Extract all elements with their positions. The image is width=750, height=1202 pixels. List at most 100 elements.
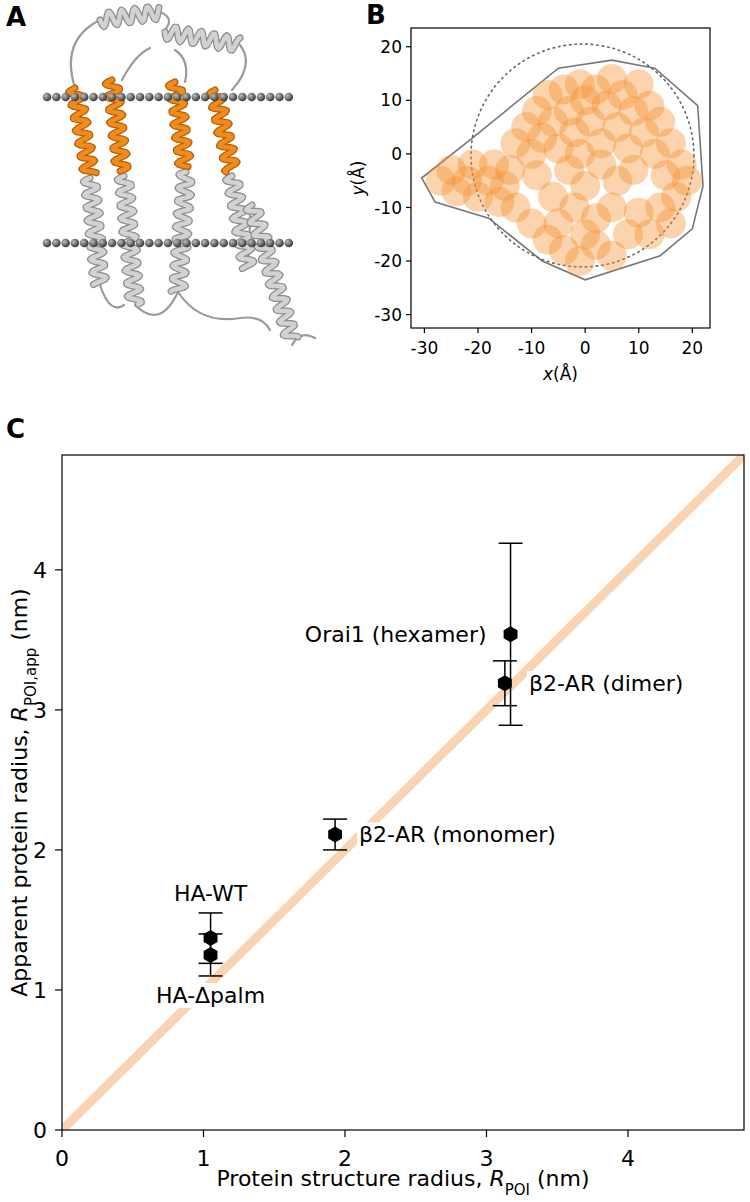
membrane-bead (238, 239, 247, 248)
y-tick-label: 4 (33, 558, 47, 583)
error-bar-cap (493, 660, 517, 662)
label-background (172, 881, 250, 906)
membrane-bead (80, 93, 89, 102)
x-tick (627, 1130, 628, 1137)
membrane-bead (52, 93, 61, 102)
y-tick-label: 0 (391, 144, 402, 164)
panel-label: A (6, 2, 26, 32)
error-bar-cap (199, 975, 223, 977)
membrane-bead (192, 93, 201, 102)
loop (100, 285, 124, 308)
helix-outline (165, 27, 240, 50)
membrane-bead (210, 239, 219, 248)
membrane-bead (257, 239, 266, 248)
error-bar (199, 913, 223, 963)
membrane-bead (136, 93, 145, 102)
atom-point (618, 155, 648, 185)
membrane-bead (117, 239, 126, 248)
membrane-bead (145, 239, 154, 248)
membrane-bead (173, 93, 182, 102)
membrane-bead (201, 93, 210, 102)
data-point (204, 930, 218, 946)
y-tick-label: 10 (380, 90, 402, 110)
membrane-bead (257, 93, 266, 102)
membrane-bead (99, 93, 108, 102)
x-tick-label: -20 (464, 338, 492, 358)
radius-circle (471, 44, 694, 267)
panel-label: C (6, 414, 25, 444)
error-bar-cap (323, 818, 347, 820)
axis-title-part: Protein structure radius, (216, 1166, 489, 1191)
y-tick-label: -10 (374, 198, 402, 218)
y-tick (406, 153, 411, 154)
membrane-bead (71, 93, 80, 102)
label-background (527, 671, 686, 696)
error-bar-cap (499, 542, 523, 544)
protein-structure (43, 7, 315, 345)
x-tick (203, 1130, 204, 1137)
y-tick (55, 709, 62, 710)
loop (175, 50, 186, 82)
y-tick (55, 569, 62, 570)
membrane-bead (71, 239, 80, 248)
helix-outline (168, 82, 190, 167)
helix (165, 27, 240, 50)
membrane-bead (164, 93, 173, 102)
loop (71, 20, 100, 88)
x-tick (486, 1130, 487, 1137)
error-bar-cap (493, 705, 517, 707)
helix (83, 178, 106, 285)
helix-outline (171, 172, 192, 291)
y-tick (55, 849, 62, 850)
membrane-bead (108, 239, 117, 248)
helix (168, 82, 190, 167)
membrane-bead (108, 93, 117, 102)
membrane-bead (275, 93, 284, 102)
data-point (204, 947, 218, 963)
error-bar-cap (199, 912, 223, 914)
reference-line (62, 455, 744, 1130)
y-tick (55, 989, 62, 990)
membrane-bead (201, 239, 210, 248)
atom-point (570, 219, 600, 249)
axis-title-part: Apparent protein radius, (7, 721, 32, 996)
x-tick (638, 328, 639, 333)
membrane-bead (126, 239, 135, 248)
membrane-bead (219, 239, 228, 248)
error-bar-cap (323, 849, 347, 851)
x-tick-label: -10 (518, 338, 546, 358)
membrane-bead (61, 239, 70, 248)
membrane-bead (229, 239, 238, 248)
x-tick (344, 1130, 345, 1137)
x-tick-label: 20 (681, 338, 703, 358)
membrane-bead (247, 93, 256, 102)
axis-title-part: (nm) (7, 588, 32, 648)
y-tick-label: 20 (380, 37, 402, 57)
atom-point (543, 209, 573, 239)
helix (105, 80, 128, 171)
membrane-bead (89, 239, 98, 248)
axis-title-part: (nm) (530, 1166, 590, 1191)
axis-title-part: POI (505, 1181, 530, 1199)
point-label: HA-WT (174, 881, 248, 906)
y-tick (406, 207, 411, 208)
membrane-bead (154, 93, 163, 102)
membrane-bead (192, 239, 201, 248)
plot-area (422, 44, 703, 280)
membrane-bead (145, 93, 154, 102)
x-tick (61, 1130, 62, 1137)
y-tick-label: -30 (374, 305, 402, 325)
axis-title-part: R (7, 706, 32, 721)
frame (62, 455, 744, 1130)
membrane-bead (266, 93, 275, 102)
membrane-bead (126, 93, 135, 102)
label-background (357, 822, 558, 847)
membrane-bead (266, 239, 275, 248)
membrane-bead (43, 93, 52, 102)
figure: A-30-20-1001020-30-20-1001020x(Å)y(Å)B01… (0, 0, 750, 1202)
x-tick-label: -30 (411, 338, 439, 358)
membrane-bead (285, 93, 294, 102)
x-tick-label: 1 (196, 1146, 210, 1171)
point-label: β2-AR (dimer) (529, 671, 684, 696)
error-bar (323, 819, 347, 850)
